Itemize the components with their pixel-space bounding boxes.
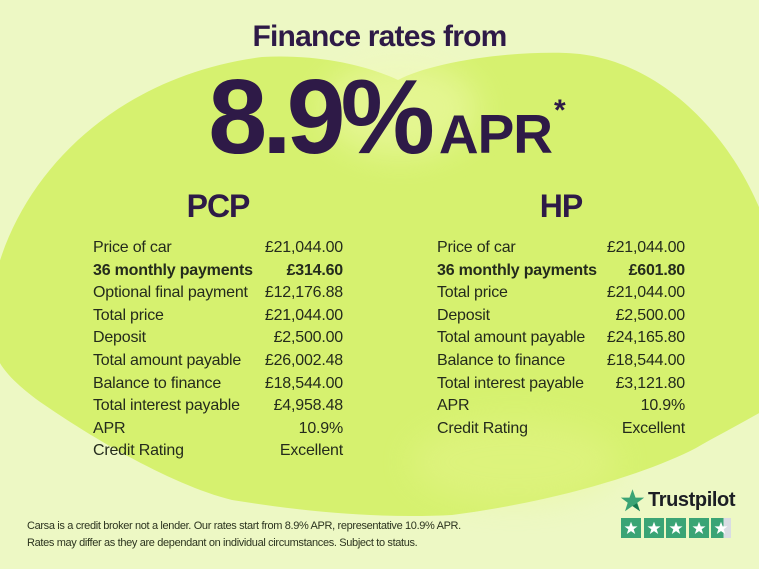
row-value: £18,544.00 <box>264 374 343 392</box>
finance-row: Total price £21,044.00 <box>437 282 685 305</box>
finance-column-hp: HP Price of car £21,044.00 36 monthly paym… <box>437 190 685 440</box>
finance-row: Balance to finance £18,544.00 <box>437 350 685 373</box>
finance-row: Optional final payment £12,176.88 <box>93 282 343 305</box>
row-value: £4,958.48 <box>273 397 344 415</box>
finance-row: Balance to finance £18,544.00 <box>93 373 343 396</box>
disclaimer-text: Carsa is a credit broker not a lender. O… <box>27 518 461 552</box>
row-value: £3,121.80 <box>615 374 686 392</box>
finance-row: Deposit £2,500.00 <box>437 305 685 328</box>
row-label: Balance to finance <box>437 351 566 369</box>
row-label: APR <box>437 397 470 415</box>
column-title-pcp: PCP <box>186 188 251 224</box>
row-value: £24,165.80 <box>606 329 685 347</box>
finance-row: APR 10.9% <box>93 418 343 441</box>
row-label: 36 monthly payments <box>437 261 597 279</box>
trustpilot-star-icon <box>620 489 645 512</box>
row-value: £314.60 <box>286 261 344 279</box>
finance-row: Credit Rating Excellent <box>437 418 685 441</box>
finance-row: 36 monthly payments £314.60 <box>93 260 343 283</box>
finance-row: Price of car £21,044.00 <box>437 237 685 260</box>
trustpilot-star-square <box>621 518 641 538</box>
row-label: Total amount payable <box>93 351 242 369</box>
disclaimer-line-2: Rates may differ as they are dependant o… <box>27 537 418 549</box>
rate-apr-label: APR* <box>438 94 566 165</box>
row-label: Balance to finance <box>93 374 222 392</box>
finance-row: APR 10.9% <box>437 395 685 418</box>
finance-row: Price of car £21,044.00 <box>93 237 343 260</box>
row-value: £601.80 <box>628 261 686 279</box>
row-value: £18,544.00 <box>606 351 685 369</box>
blob-sheen-bottom <box>410 420 620 504</box>
row-value: Excellent <box>279 442 343 460</box>
row-value: 10.9% <box>298 419 344 437</box>
finance-row: Total amount payable £26,002.48 <box>93 350 343 373</box>
row-label: Optional final payment <box>93 284 248 302</box>
row-label: Price of car <box>93 239 172 256</box>
row-label: Total interest payable <box>437 374 584 392</box>
row-value: £21,044.00 <box>606 284 685 302</box>
blob-sheen-top <box>322 60 478 156</box>
finance-row: Credit Rating Excellent <box>93 440 343 463</box>
row-label: Deposit <box>93 329 146 347</box>
row-label: APR <box>93 419 126 437</box>
rate-asterisk: * <box>554 94 566 127</box>
row-label: Deposit <box>437 306 490 324</box>
headline-rate: 8.9% APR* <box>0 64 759 170</box>
trustpilot-star-square <box>711 518 731 538</box>
finance-column-pcp: PCP Price of car £21,044.00 36 monthly pay… <box>93 190 343 463</box>
row-label: Credit Rating <box>437 419 528 437</box>
row-label: Total amount payable <box>437 329 586 347</box>
trustpilot-star-square <box>643 518 664 538</box>
row-label: Total price <box>93 306 164 324</box>
trustpilot-rating-stars <box>621 518 746 538</box>
trustpilot-star-square <box>688 518 709 538</box>
disclaimer-line-1: Carsa is a credit broker not a lender. O… <box>27 520 461 532</box>
row-value: £2,500.00 <box>615 306 686 324</box>
trustpilot-star-square <box>666 518 686 538</box>
finance-rows: Price of car £21,044.00 36 monthly payment… <box>93 237 343 463</box>
row-label: Total interest payable <box>93 397 240 415</box>
finance-row: Deposit £2,500.00 <box>93 327 343 350</box>
finance-rows: Price of car £21,044.00 36 monthly payment… <box>437 237 685 440</box>
row-value: £12,176.88 <box>264 284 343 302</box>
trustpilot-logo: Trustpilot <box>620 488 746 513</box>
row-label: 36 monthly payments <box>93 261 253 279</box>
finance-row: Total amount payable £24,165.80 <box>437 327 685 350</box>
row-label: Credit Rating <box>93 442 184 460</box>
trustpilot-badge[interactable]: Trustpilot <box>620 488 746 538</box>
row-value: £21,044.00 <box>264 239 343 256</box>
finance-row: Total interest payable £3,121.80 <box>437 373 685 396</box>
row-value: £2,500.00 <box>273 329 344 347</box>
rate-value: 8.9% <box>208 58 435 176</box>
row-value: £26,002.48 <box>264 351 343 369</box>
finance-row: 36 monthly payments £601.80 <box>437 260 685 283</box>
page-title: Finance rates from <box>252 20 507 53</box>
trustpilot-brand-text: Trustpilot <box>648 489 736 511</box>
row-label: Total price <box>437 284 508 302</box>
finance-row: Total interest payable £4,958.48 <box>93 395 343 418</box>
row-value: 10.9% <box>640 397 686 415</box>
row-value: £21,044.00 <box>264 306 343 324</box>
row-value: Excellent <box>621 419 685 437</box>
row-value: £21,044.00 <box>606 239 685 256</box>
column-title-hp: HP <box>539 188 583 224</box>
finance-row: Total price £21,044.00 <box>93 305 343 328</box>
row-label: Price of car <box>437 239 516 256</box>
